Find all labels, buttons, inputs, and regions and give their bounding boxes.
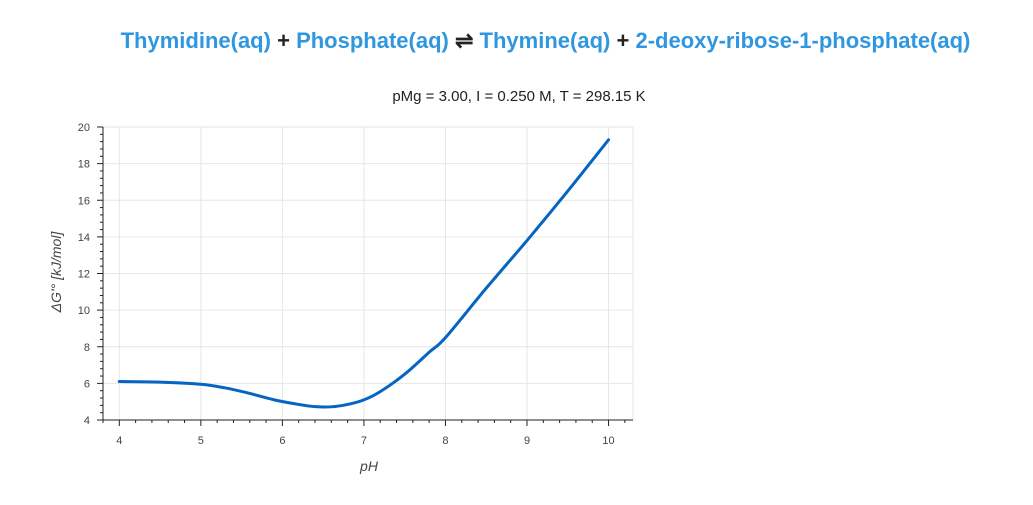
y-tick-label: 18 [78,159,90,171]
y-tick-label: 12 [78,269,90,281]
compound-link-deoxyribose-phosphate[interactable]: 2-deoxy-ribose-1-phosphate(aq) [635,28,971,53]
y-tick-label: 14 [78,232,90,244]
equilibrium-arrow: ⇌ [454,28,474,53]
series-line [117,138,611,409]
x-tick-label: 4 [116,435,122,447]
y-tick-label: 8 [84,342,90,354]
x-tick-label: 5 [198,435,204,447]
x-tick-label: 6 [279,435,285,447]
y-tick-label: 10 [78,305,90,317]
y-axis-label: ΔG'° [kJ/mol] [48,231,64,314]
plus-sign: + [616,28,630,53]
x-tick-label: 9 [524,435,530,447]
y-tick-label: 6 [84,378,90,390]
x-tick-label: 10 [602,435,614,447]
compound-link-thymine[interactable]: Thymine(aq) [479,28,611,53]
reaction-equation: Thymidine(aq) + Phosphate(aq) ⇌ Thymine(… [0,28,1033,54]
y-tick-label: 4 [84,415,90,427]
y-tick-label: 20 [78,122,90,134]
ticks: 4 5 6 7 8 9 10 4 6 8 10 12 14 16 18 20 [78,122,626,447]
grid-lines [102,126,634,421]
chart-subtitle: pMg = 3.00, I = 0.250 M, T = 298.15 K [392,88,645,105]
x-tick-label: 8 [442,435,448,447]
compound-link-phosphate[interactable]: Phosphate(aq) [296,28,449,53]
series-layer [117,138,611,409]
plus-sign: + [277,28,290,53]
y-tick-label: 16 [78,195,90,207]
x-axis-label: pH [359,458,379,474]
x-tick-label: 7 [361,435,367,447]
compound-link-thymidine[interactable]: Thymidine(aq) [120,28,271,53]
